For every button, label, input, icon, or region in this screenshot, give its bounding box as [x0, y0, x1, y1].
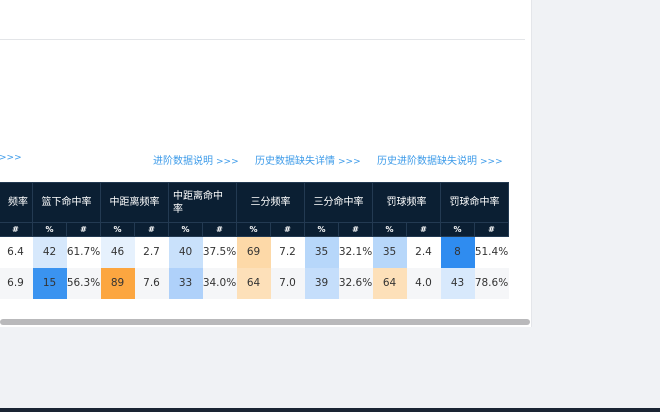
- sub-header: %: [440, 222, 475, 237]
- link-history-advanced-missing[interactable]: 历史进阶数据缺失说明 >>>: [377, 156, 503, 167]
- rank-cell: 46: [100, 236, 135, 268]
- sub-header: #: [0, 222, 33, 237]
- value-cell: 34.0%: [202, 267, 237, 299]
- group-header: 频率: [0, 182, 33, 223]
- rank-cell: 8: [440, 236, 475, 268]
- value-cell: 51.4%: [474, 246, 509, 259]
- sub-header: #: [134, 222, 169, 237]
- value-cell: 61.7%: [66, 246, 101, 259]
- group-header: 罚球频率: [372, 182, 441, 223]
- sub-header: #: [406, 222, 441, 237]
- rank-cell: 35: [372, 236, 407, 268]
- cell: 6.4: [7, 246, 24, 259]
- sub-header: #: [270, 222, 305, 237]
- sub-header: %: [304, 222, 339, 237]
- link-advanced-data-explanation[interactable]: 进阶数据说明 >>>: [153, 156, 239, 167]
- horizontal-scrollbar[interactable]: [0, 319, 530, 325]
- group-header: 中距离频率: [100, 182, 169, 223]
- value-cell: 4.0: [406, 267, 441, 299]
- sub-header: #: [474, 222, 509, 237]
- group-header: 三分频率: [236, 182, 305, 223]
- content-panel: >>> 进阶数据说明 >>> 历史数据缺失详情 >>> 历史进阶数据缺失说明 >>> …: [0, 0, 532, 327]
- sub-header: #: [66, 222, 101, 237]
- rank-cell: 33: [168, 267, 203, 299]
- value-cell: 2.4: [415, 246, 432, 259]
- rank-cell: 39: [304, 267, 339, 299]
- rank-cell: 43: [440, 267, 475, 299]
- rank-cell: 42: [32, 236, 67, 268]
- rank-cell: 15: [32, 267, 67, 299]
- rank-cell: 64: [236, 267, 271, 299]
- value-cell: 37.5%: [202, 246, 237, 259]
- value-cell: 32.6%: [338, 267, 373, 299]
- cell: 6.9: [0, 267, 33, 299]
- sub-header: #: [338, 222, 373, 237]
- rank-cell: 40: [168, 236, 203, 268]
- rank-cell: 64: [372, 267, 407, 299]
- group-header: 中距离命中率: [168, 182, 237, 223]
- group-header: 三分命中率: [304, 182, 373, 223]
- divider: [0, 39, 525, 40]
- rank-cell: 89: [100, 267, 135, 299]
- rank-cell: 69: [236, 236, 271, 268]
- value-cell: 7.0: [270, 267, 305, 299]
- value-cell: 7.2: [279, 246, 296, 259]
- stats-table: 频率 篮下命中率 中距离频率 中距离命中率 三分频率 三分命中率 罚球频率 罚球命中率 #% #…: [0, 182, 509, 299]
- sub-header: #: [202, 222, 237, 237]
- sub-header: %: [32, 222, 67, 237]
- taskbar: [0, 408, 660, 412]
- sub-header: %: [168, 222, 203, 237]
- value-cell: 78.6%: [474, 267, 509, 299]
- value-cell: 2.7: [143, 246, 160, 259]
- link-stats[interactable]: >>>: [0, 153, 22, 163]
- value-cell: 7.6: [134, 267, 169, 299]
- rank-cell: 35: [304, 236, 339, 268]
- group-header: 罚球命中率: [440, 182, 509, 223]
- sub-header: %: [100, 222, 135, 237]
- sub-header: %: [372, 222, 407, 237]
- table-row: 6.9 15 56.3% 89 7.6 33 34.0% 64 7.0 39 32.6% 64 4.0 4…: [0, 267, 509, 299]
- sub-header: %: [236, 222, 271, 237]
- table-row: 6.4 42 61.7% 46 2.7 40 37.5% 69 7.2 35 32.1% 35 2.4 8…: [0, 236, 509, 268]
- group-header: 篮下命中率: [32, 182, 101, 223]
- value-cell: 56.3%: [66, 267, 101, 299]
- value-cell: 32.1%: [338, 246, 373, 259]
- link-history-missing-details[interactable]: 历史数据缺失详情 >>>: [255, 156, 361, 167]
